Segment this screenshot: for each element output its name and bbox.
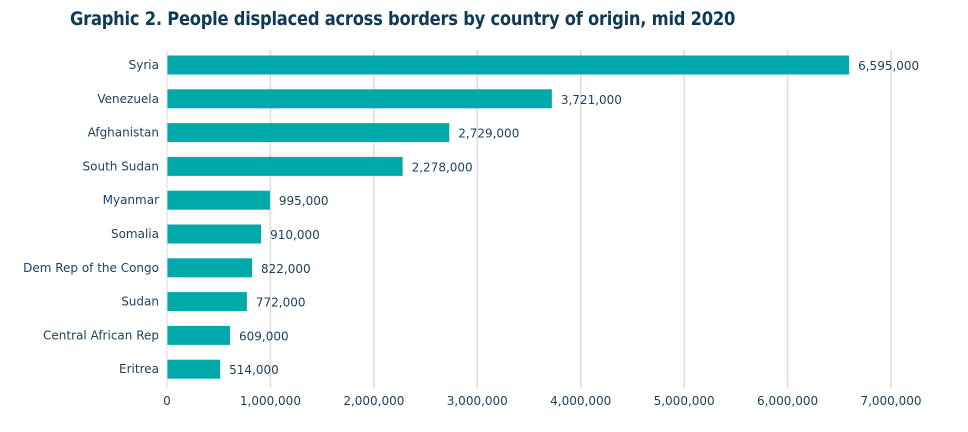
chart-title: Graphic 2. People displaced across borde… bbox=[70, 8, 736, 30]
x-tick-label: 6,000,000 bbox=[757, 394, 818, 408]
x-tick-label: 7,000,000 bbox=[860, 394, 921, 408]
data-label: 609,000 bbox=[239, 329, 289, 343]
data-label: 514,000 bbox=[229, 363, 279, 377]
x-tick-label: 4,000,000 bbox=[550, 394, 611, 408]
category-label: Afghanistan bbox=[88, 126, 159, 140]
x-tick-label: 0 bbox=[163, 394, 171, 408]
category-label: Dem Rep of the Congo bbox=[23, 261, 159, 275]
bar bbox=[167, 258, 253, 278]
data-label: 822,000 bbox=[261, 262, 311, 276]
data-label: 3,721,000 bbox=[561, 93, 622, 107]
data-label: 2,729,000 bbox=[458, 127, 519, 141]
data-label: 910,000 bbox=[270, 228, 320, 242]
category-label: Syria bbox=[129, 58, 159, 72]
category-label: South Sudan bbox=[83, 159, 160, 173]
bar bbox=[167, 156, 403, 176]
x-tick-label: 2,000,000 bbox=[343, 394, 404, 408]
category-label: Myanmar bbox=[103, 193, 159, 207]
data-label: 6,595,000 bbox=[858, 59, 919, 73]
bar bbox=[167, 55, 850, 75]
bar bbox=[167, 190, 270, 210]
data-label: 2,278,000 bbox=[412, 160, 473, 174]
category-label: Eritrea bbox=[119, 362, 159, 376]
category-label: Central African Rep bbox=[43, 328, 159, 342]
bar bbox=[167, 325, 230, 345]
category-label: Sudan bbox=[121, 295, 159, 309]
x-tick-label: 5,000,000 bbox=[654, 394, 715, 408]
bar bbox=[167, 123, 450, 143]
bar bbox=[167, 224, 262, 244]
category-label: Venezuela bbox=[97, 92, 159, 106]
bar bbox=[167, 292, 247, 312]
x-tick-label: 1,000,000 bbox=[240, 394, 301, 408]
bar bbox=[167, 359, 221, 379]
data-label: 995,000 bbox=[279, 194, 329, 208]
category-label: Somalia bbox=[111, 227, 159, 241]
x-tick-label: 3,000,000 bbox=[447, 394, 508, 408]
bar bbox=[167, 89, 552, 109]
data-label: 772,000 bbox=[256, 296, 306, 310]
